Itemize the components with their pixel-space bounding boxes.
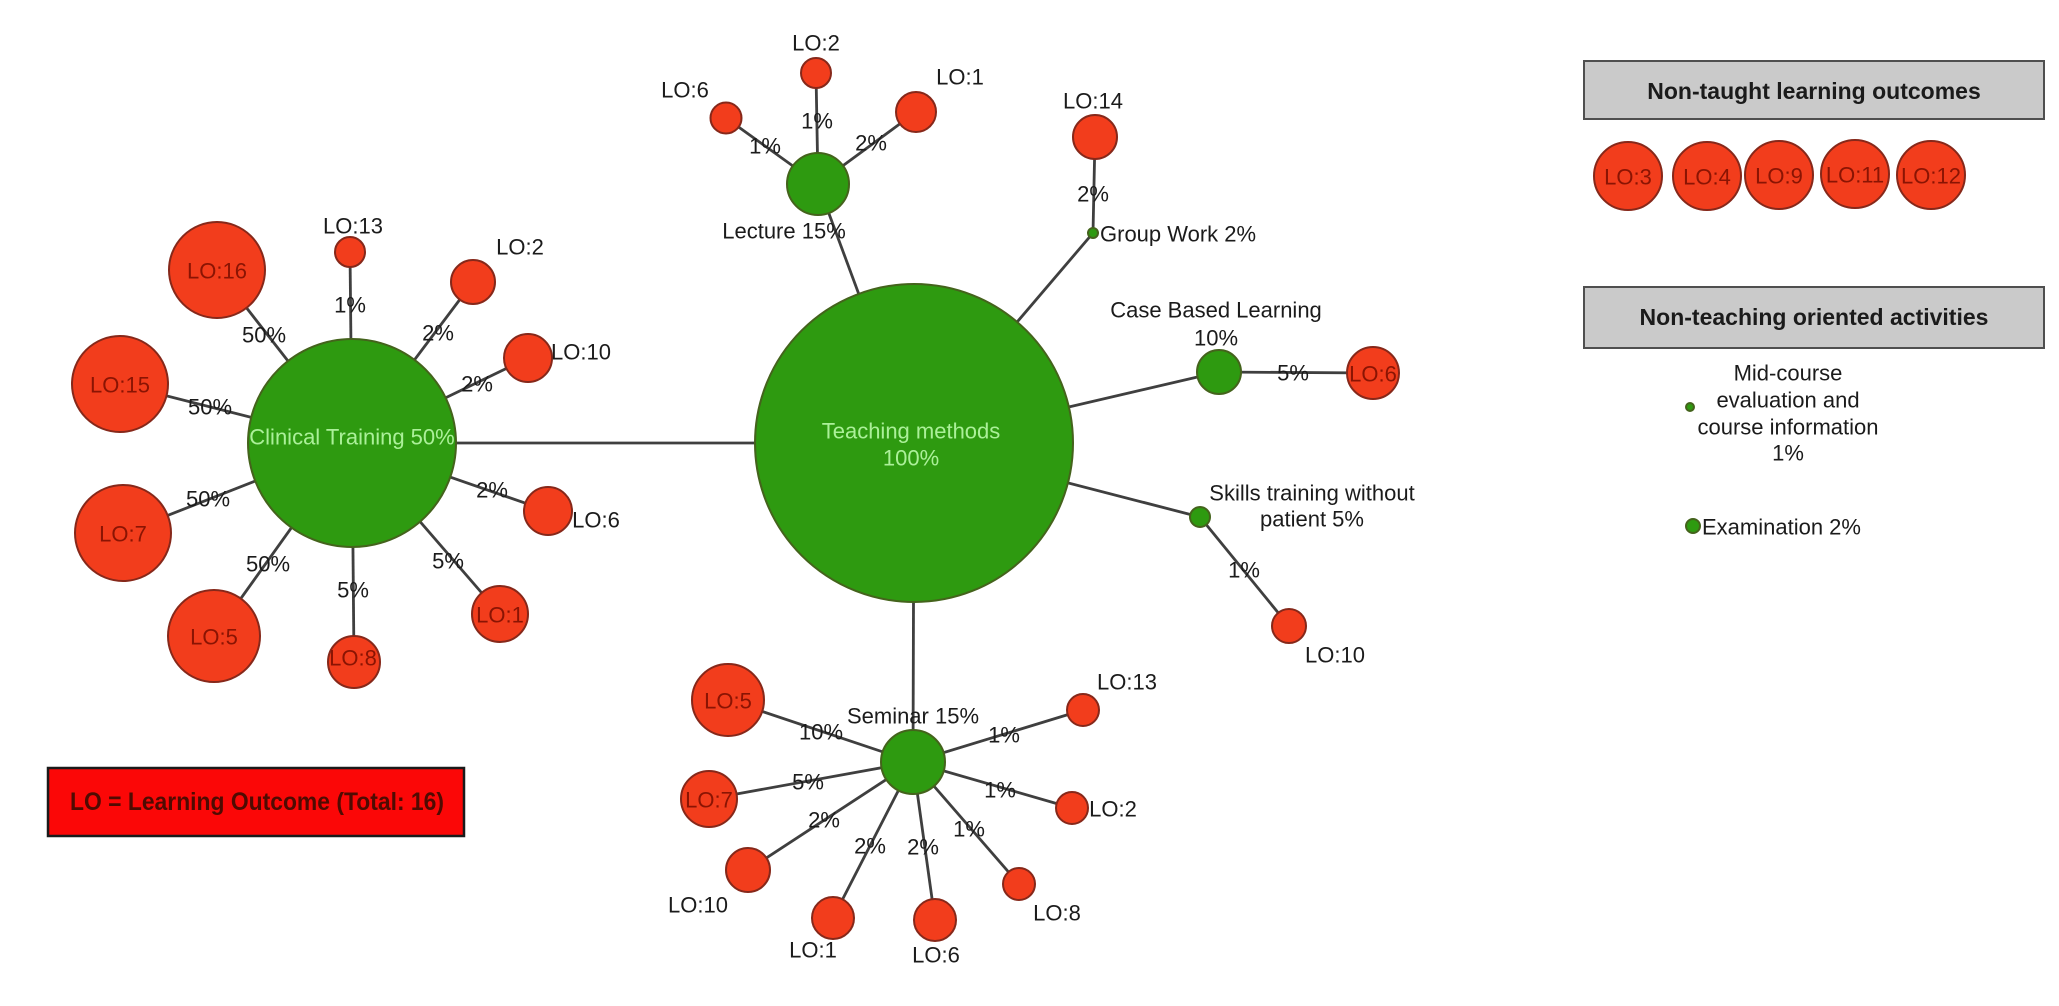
svg-text:LO:7: LO:7 [685, 788, 733, 813]
svg-text:LO:10: LO:10 [551, 340, 611, 365]
svg-text:Lecture 15%: Lecture 15% [722, 219, 846, 244]
svg-text:LO:6: LO:6 [912, 943, 960, 968]
svg-text:Non-taught learning outcomes: Non-taught learning outcomes [1647, 78, 1981, 104]
svg-text:LO:9: LO:9 [1755, 164, 1803, 189]
svg-text:LO:6: LO:6 [661, 78, 709, 103]
svg-text:2%: 2% [907, 835, 939, 860]
svg-text:Skills training without: Skills training without [1209, 481, 1414, 506]
svg-text:course information: course information [1698, 415, 1879, 440]
svg-text:LO:8: LO:8 [1033, 901, 1081, 926]
svg-text:LO:2: LO:2 [496, 235, 544, 260]
svg-text:Examination 2%: Examination 2% [1702, 515, 1861, 540]
svg-text:evaluation and: evaluation and [1716, 388, 1859, 413]
svg-text:LO:7: LO:7 [99, 522, 147, 547]
svg-text:2%: 2% [808, 808, 840, 833]
svg-text:LO:16: LO:16 [187, 259, 247, 284]
svg-text:LO:6: LO:6 [1349, 362, 1397, 387]
svg-text:LO:12: LO:12 [1901, 164, 1961, 189]
svg-text:LO:5: LO:5 [190, 625, 238, 650]
svg-text:LO:5: LO:5 [704, 689, 752, 714]
svg-text:2%: 2% [476, 478, 508, 503]
svg-text:Non-teaching oriented activiti: Non-teaching oriented activities [1640, 304, 1989, 330]
svg-text:50%: 50% [186, 487, 230, 512]
svg-text:5%: 5% [792, 770, 824, 795]
svg-text:LO:2: LO:2 [792, 31, 840, 56]
svg-text:100%: 100% [883, 446, 939, 471]
svg-text:2%: 2% [854, 834, 886, 859]
svg-text:5%: 5% [432, 549, 464, 574]
svg-text:LO:3: LO:3 [1604, 165, 1652, 190]
svg-text:1%: 1% [1772, 441, 1804, 466]
svg-text:LO:10: LO:10 [668, 893, 728, 918]
svg-text:LO:1: LO:1 [936, 65, 984, 90]
svg-text:LO:1: LO:1 [789, 938, 837, 963]
svg-text:Clinical Training 50%: Clinical Training 50% [249, 425, 454, 450]
svg-text:50%: 50% [242, 323, 286, 348]
svg-text:50%: 50% [246, 552, 290, 577]
svg-text:10%: 10% [799, 720, 843, 745]
svg-text:Mid-course: Mid-course [1734, 361, 1843, 386]
svg-text:1%: 1% [988, 723, 1020, 748]
svg-text:1%: 1% [1228, 558, 1260, 583]
svg-text:2%: 2% [1077, 182, 1109, 207]
svg-text:Group Work 2%: Group Work 2% [1100, 222, 1256, 247]
svg-text:LO:1: LO:1 [476, 603, 524, 628]
svg-text:LO:6: LO:6 [572, 508, 620, 533]
svg-text:5%: 5% [1277, 361, 1309, 386]
svg-text:LO:13: LO:13 [323, 214, 383, 239]
svg-text:LO = Learning Outcome (Total:: LO = Learning Outcome (Total: 16) [70, 788, 444, 816]
svg-text:LO:11: LO:11 [1826, 163, 1884, 188]
svg-text:1%: 1% [953, 817, 985, 842]
svg-text:5%: 5% [337, 578, 369, 603]
svg-text:50%: 50% [188, 395, 232, 420]
svg-text:LO:13: LO:13 [1097, 670, 1157, 695]
svg-text:2%: 2% [855, 131, 887, 156]
svg-text:2%: 2% [461, 372, 493, 397]
svg-text:LO:8: LO:8 [329, 646, 377, 671]
svg-text:LO:10: LO:10 [1305, 643, 1365, 668]
svg-text:2%: 2% [422, 321, 454, 346]
svg-text:patient 5%: patient 5% [1260, 507, 1364, 532]
svg-text:Teaching methods: Teaching methods [822, 419, 1001, 444]
svg-text:LO:2: LO:2 [1089, 797, 1137, 822]
svg-text:LO:14: LO:14 [1063, 89, 1123, 114]
svg-text:1%: 1% [749, 134, 781, 159]
svg-text:1%: 1% [334, 293, 366, 318]
svg-text:LO:4: LO:4 [1683, 165, 1731, 190]
svg-text:10%: 10% [1194, 326, 1238, 351]
svg-text:1%: 1% [801, 109, 833, 134]
svg-text:1%: 1% [984, 778, 1016, 803]
svg-text:Case Based Learning: Case Based Learning [1110, 298, 1322, 323]
svg-text:Seminar 15%: Seminar 15% [847, 704, 979, 729]
svg-text:LO:15: LO:15 [90, 373, 150, 398]
